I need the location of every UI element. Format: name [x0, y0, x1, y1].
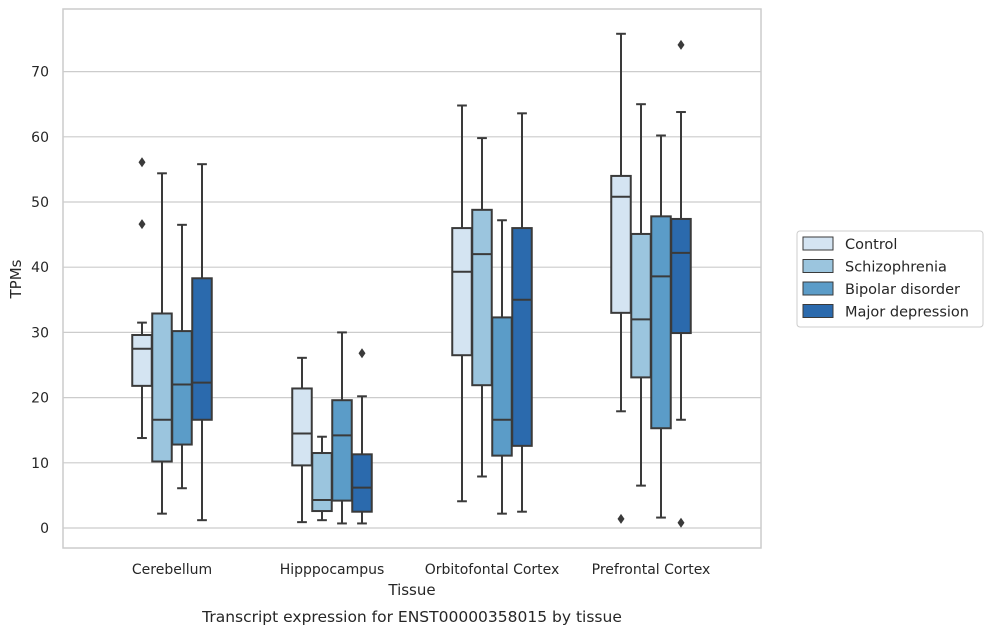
box-bipolar-disorder	[491, 219, 513, 515]
x-tick-label: Orbitofontal Cortex	[425, 562, 560, 578]
iqr-box	[670, 217, 692, 335]
y-tick-label: 50	[31, 195, 49, 211]
legend-frame	[796, 230, 984, 328]
iqr-box	[650, 215, 672, 430]
iqr-box	[151, 312, 173, 463]
x-axis-title: Tissue	[387, 581, 435, 599]
x-axis-ticks: Cerebellum Hipppocampus Orbitofontal Corte…	[132, 562, 710, 578]
legend-swatch	[802, 281, 834, 296]
iqr-box	[171, 330, 193, 446]
box-major-depression	[351, 348, 373, 525]
y-axis-title: TPMs	[7, 259, 25, 299]
iqr-box	[511, 227, 533, 447]
outlier-point	[358, 348, 366, 359]
y-tick-label: 10	[31, 456, 49, 472]
boxes-layer	[131, 32, 692, 528]
legend-label: Bipolar disorder	[845, 282, 960, 298]
legend-swatch	[802, 304, 834, 318]
box-schizophrenia	[471, 137, 493, 478]
y-tick-label: 20	[31, 391, 49, 407]
legend: Control Schizophrenia Bipolar disorder Majo…	[796, 230, 984, 328]
legend-label: Schizophrenia	[845, 260, 947, 276]
iqr-box	[351, 453, 373, 513]
y-tick-label: 60	[31, 130, 49, 146]
y-tick-label: 70	[31, 65, 49, 81]
box-bipolar-disorder	[171, 223, 193, 490]
iqr-box	[630, 232, 652, 379]
box-control	[131, 157, 153, 440]
legend-label: Control	[845, 237, 897, 253]
y-tick-label: 30	[31, 325, 49, 341]
iqr-box	[491, 316, 513, 457]
box-major-depression	[191, 163, 213, 522]
box-schizophrenia	[630, 103, 652, 487]
outlier-point	[617, 513, 625, 524]
box-bipolar-disorder	[650, 134, 672, 519]
iqr-box	[471, 208, 493, 387]
iqr-box	[331, 399, 353, 502]
box-control	[291, 356, 313, 524]
outlier-point	[677, 39, 685, 50]
plot-frame	[62, 8, 762, 549]
iqr-box	[311, 452, 333, 513]
chart-caption: Transcript expression for ENST0000035801…	[201, 608, 622, 626]
box-control	[610, 32, 632, 524]
legend-swatch	[802, 236, 834, 251]
legend-label: Major depression	[845, 305, 969, 321]
outlier-point	[138, 157, 146, 168]
box-major-depression	[511, 112, 533, 513]
x-tick-label: Cerebellum	[132, 562, 212, 578]
y-tick-label: 0	[40, 521, 49, 537]
iqr-box	[191, 277, 213, 421]
iqr-box	[291, 387, 313, 467]
legend-swatch	[802, 259, 834, 273]
iqr-box	[131, 334, 153, 387]
box-major-depression	[670, 39, 692, 528]
box-schizophrenia	[311, 435, 333, 522]
x-tick-label: Prefrontal Cortex	[592, 562, 711, 578]
iqr-box	[451, 227, 473, 357]
y-axis-ticks: 0 10 20 30 40 50 60 70	[31, 65, 49, 537]
outlier-point	[138, 219, 146, 230]
y-tick-label: 40	[31, 260, 49, 276]
x-tick-label: Hipppocampus	[280, 562, 385, 578]
outlier-point	[677, 517, 685, 528]
box-bipolar-disorder	[331, 331, 353, 525]
box-control	[451, 104, 473, 503]
